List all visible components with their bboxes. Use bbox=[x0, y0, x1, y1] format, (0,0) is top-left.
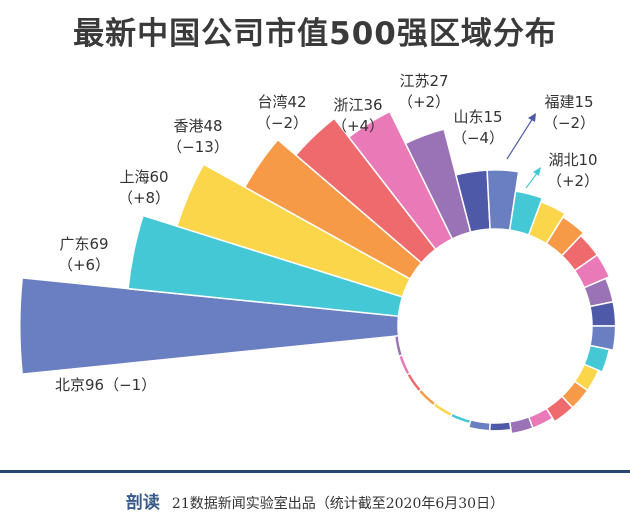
polar-bar-chart: 北京96（−1） 广东69 （+6） 上海60 （+8） 香港48 （−13） … bbox=[19, 72, 617, 435]
label-shanghai: 上海60 bbox=[119, 168, 168, 186]
bar-other-21 bbox=[393, 334, 404, 358]
bar-台湾 bbox=[294, 117, 437, 264]
bar-other-14 bbox=[488, 421, 512, 432]
label-hongkong-change: （−13） bbox=[167, 138, 229, 156]
bar-other-16 bbox=[449, 412, 472, 425]
bar-other-8 bbox=[583, 344, 611, 374]
bar-湖北 bbox=[508, 190, 544, 237]
bar-广东 bbox=[127, 214, 404, 318]
bar-福建 bbox=[486, 169, 520, 231]
label-jiangsu-change: （+2） bbox=[398, 93, 450, 111]
label-beijing: 北京96（−1） bbox=[55, 376, 156, 394]
footer-text: 21数据新闻实验室出品（统计截至2020年6月30日） bbox=[171, 496, 505, 512]
bar-other-11 bbox=[545, 395, 574, 423]
label-shandong-change: （−4） bbox=[452, 129, 504, 147]
label-guangdong: 广东69 bbox=[59, 235, 108, 253]
chart-title: 最新中国公司市值500强区域分布 bbox=[73, 16, 557, 52]
bar-北京 bbox=[19, 277, 400, 375]
label-zhejiang: 浙江36 bbox=[333, 96, 382, 114]
label-jiangsu: 江苏27 bbox=[399, 72, 448, 90]
hubei-arrow bbox=[525, 171, 539, 189]
footer-divider bbox=[0, 470, 630, 473]
bar-other-19 bbox=[405, 372, 423, 393]
fujian-arrow bbox=[506, 117, 534, 160]
bar-other-15 bbox=[467, 418, 491, 432]
bar-other-4 bbox=[573, 253, 611, 289]
bar-上海 bbox=[175, 163, 412, 298]
label-guangdong-change: （+6） bbox=[58, 256, 110, 274]
bar-other-2 bbox=[545, 215, 585, 257]
label-fujian-change: （−2） bbox=[543, 114, 595, 132]
label-taiwan: 台湾42 bbox=[257, 93, 306, 111]
label-hongkong: 香港48 bbox=[173, 117, 222, 135]
label-hubei-change: （+2） bbox=[547, 172, 599, 190]
bar-other-6 bbox=[589, 300, 617, 327]
label-hubei: 湖北10 bbox=[548, 151, 597, 169]
footer: 剖读 21数据新闻实验室出品（统计截至2020年6月30日） bbox=[0, 488, 630, 513]
bar-other-18 bbox=[417, 388, 437, 407]
label-fujian: 福建15 bbox=[544, 93, 593, 111]
bar-other-1 bbox=[527, 200, 567, 245]
bar-other-20 bbox=[397, 354, 412, 377]
bar-other-13 bbox=[508, 415, 534, 435]
label-taiwan-change: （−2） bbox=[256, 114, 308, 132]
label-shanghai-change: （+8） bbox=[118, 189, 170, 207]
bar-香港 bbox=[243, 138, 423, 280]
hubei-arrow-head bbox=[533, 167, 541, 176]
bar-江苏 bbox=[404, 128, 472, 240]
logo: 剖读 bbox=[125, 493, 160, 513]
fujian-arrow-head bbox=[528, 113, 536, 122]
label-zhejiang-change: （+4） bbox=[332, 117, 384, 135]
bar-other-7 bbox=[589, 325, 617, 352]
bar-浙江 bbox=[347, 110, 454, 251]
bar-other-17 bbox=[432, 401, 454, 418]
label-shandong: 山东15 bbox=[453, 108, 502, 126]
